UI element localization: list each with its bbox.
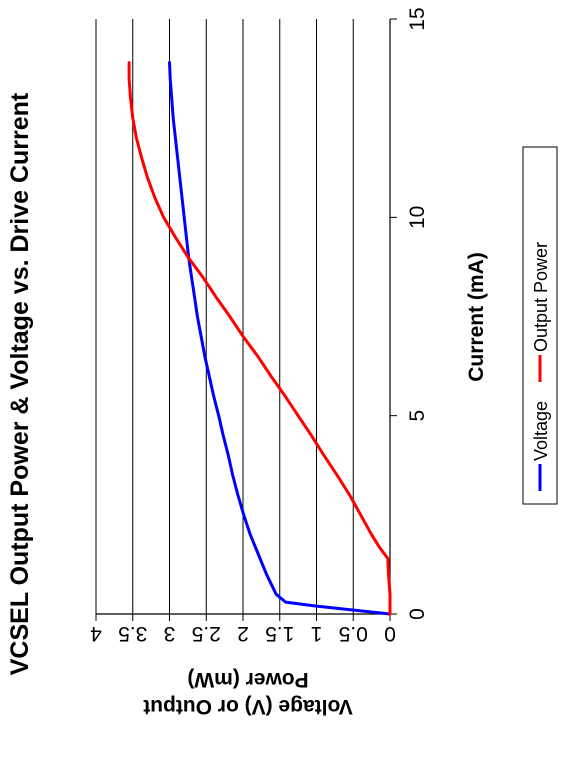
x-tick-label: 10: [406, 206, 429, 229]
x-tick-label: 15: [406, 7, 429, 30]
chart-title: VCSEL Output Power & Voltage vs. Drive C…: [6, 92, 34, 675]
series-lines: [127, 61, 392, 616]
y-tick-label: 2.5: [192, 622, 221, 645]
y-axis-title-line1: Voltage (V) or Output: [143, 695, 353, 718]
legend-label-voltage: Voltage: [531, 401, 551, 461]
plot-area: [95, 18, 397, 621]
y-tick-label: 0: [384, 622, 396, 645]
y-tick-label: 0.5: [339, 622, 368, 645]
legend-label-output-power: Output Power: [531, 242, 551, 352]
y-tick-label: 1: [311, 622, 323, 645]
y-axis-title-line2: Power (mW): [187, 668, 308, 691]
series-line-voltage: [168, 61, 392, 616]
x-tick-label: 5: [406, 410, 429, 422]
x-axis-title: Current (mA): [465, 252, 488, 382]
axes: [95, 18, 397, 621]
y-tick-label: 3: [164, 622, 176, 645]
x-tick-labels: 0 5 10 15: [406, 7, 429, 620]
y-tick-label: 2: [237, 622, 249, 645]
legend-box: [522, 146, 558, 505]
y-tick-label: 1.5: [265, 622, 294, 645]
legend: Voltage Output Power: [522, 146, 558, 505]
rotated-chart-group: VCSEL Output Power & Voltage vs. Drive C…: [6, 7, 558, 718]
y-tick-label: 3.5: [118, 622, 147, 645]
y-tick-labels: 0 0.5 1 1.5 2 2.5 3 3.5 4: [90, 622, 396, 645]
series-line-output-power: [127, 61, 392, 616]
x-tick-label: 0: [406, 608, 429, 620]
y-tick-label: 4: [90, 622, 102, 645]
